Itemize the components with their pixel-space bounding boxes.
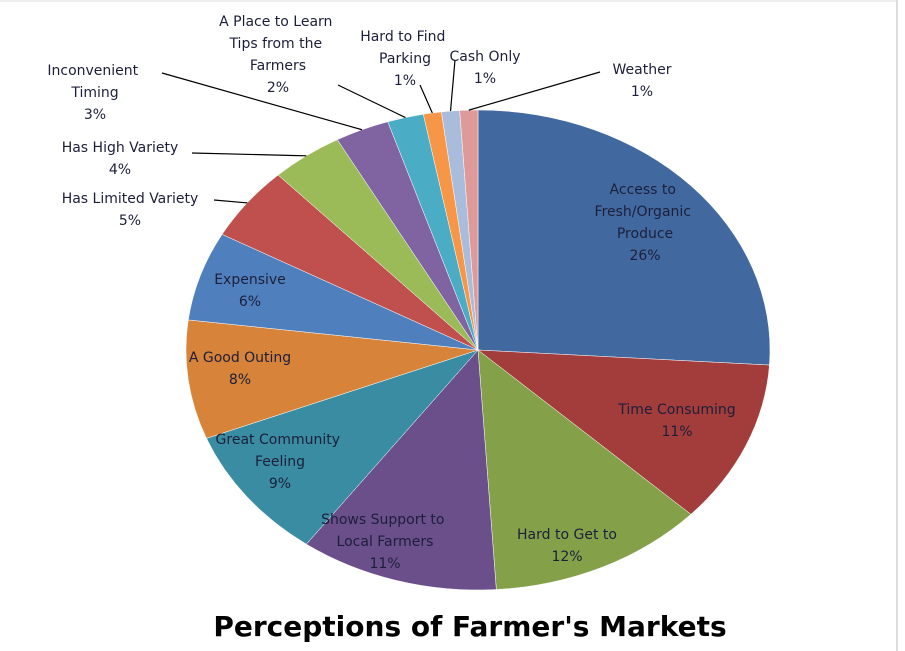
pie-slice <box>459 109 479 351</box>
category-label: Hard to Get to <box>517 527 617 543</box>
chart-title: Perceptions of Farmer's Markets <box>213 610 726 643</box>
value-label: 1% <box>394 73 416 89</box>
pie-slice <box>305 349 497 591</box>
value-label: 2% <box>267 80 289 96</box>
category-label: Time Consuming <box>617 402 735 418</box>
pie-slice <box>206 349 479 545</box>
category-label: Has Limited Variety <box>62 191 199 207</box>
value-label: 1% <box>474 71 496 87</box>
pie-slice <box>477 349 770 515</box>
value-label: 4% <box>109 162 131 178</box>
category-label: A Good Outing <box>189 350 291 366</box>
category-label: Has High Variety <box>62 140 179 156</box>
category-label: Expensive <box>214 272 286 288</box>
leader-line <box>161 72 363 131</box>
value-label: 8% <box>229 372 251 388</box>
value-label: 11% <box>661 424 692 440</box>
leader-line <box>449 59 456 112</box>
value-label: 11% <box>369 556 400 572</box>
pie-slice <box>185 319 479 439</box>
value-label: 6% <box>239 294 261 310</box>
value-label: 3% <box>84 107 106 123</box>
category-label: Hard to Find Parking <box>360 29 450 67</box>
pie-slice <box>477 349 692 590</box>
category-label: A Place to Learn Tips from the Farmers <box>219 14 337 74</box>
slices <box>185 109 771 591</box>
leader-line <box>191 152 307 157</box>
value-label: 1% <box>631 84 653 100</box>
leaders <box>161 59 601 204</box>
category-label: Great Community Feeling <box>216 432 345 470</box>
value-label: 5% <box>119 213 141 229</box>
category-label: Weather <box>613 62 672 78</box>
category-label: Shows Support to Local Farmers <box>321 512 449 550</box>
category-label: Access to Fresh/Organic Produce <box>595 182 696 242</box>
leader-line <box>213 199 248 204</box>
pie-slice <box>477 109 771 366</box>
leader-line <box>468 71 601 111</box>
leader-line <box>419 84 433 114</box>
value-label: 12% <box>551 549 582 565</box>
category-label: Cash Only <box>449 49 520 65</box>
leader-line <box>337 84 406 119</box>
value-label: 9% <box>269 476 291 492</box>
category-label: Inconvenient Timing <box>47 63 142 101</box>
value-label: 26% <box>629 248 660 264</box>
